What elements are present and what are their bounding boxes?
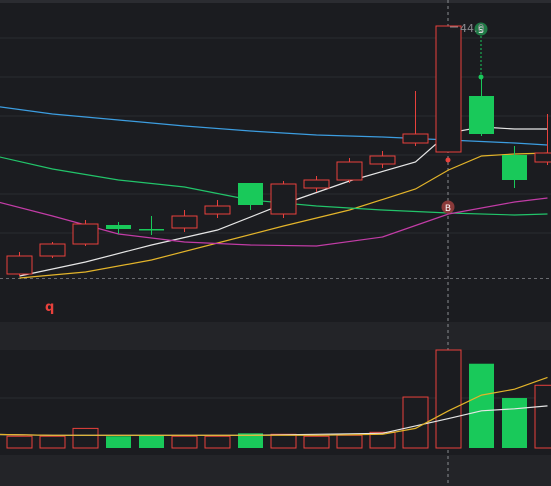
panel-divider-band [0,322,551,350]
volume-bar [106,436,131,448]
volume-bar [336,434,363,449]
candle-body [270,183,297,215]
volume-ma-line-yellow [0,376,548,436]
candle-body [171,215,198,229]
candle-body [336,161,363,181]
volume-bar [139,435,164,448]
candle-body [204,205,231,215]
candle-body [402,133,429,144]
volume-bar [435,349,462,449]
volume-bar [238,433,263,448]
buy-signal-badge [441,200,455,214]
candle-body [369,155,396,165]
volume-bar [303,435,330,449]
volume-bar [534,384,551,449]
peak-price-label: 44.0 [460,22,485,35]
volume-bar [72,427,99,449]
price-ma-line-blue [0,106,548,146]
buy-signal-dot [445,157,451,163]
candle-body [502,155,527,180]
volume-bar [270,433,297,449]
top-strip [0,0,551,3]
candle-body [106,225,131,229]
volume-bar [469,363,494,448]
candle-body [534,152,551,163]
panel-mark-label: q [45,300,54,315]
volume-panel [0,349,551,449]
volume-bar [171,435,198,449]
volume-bar [6,435,33,449]
sell-signal-dot [478,74,484,80]
candle-body [72,223,99,245]
candle-body [238,183,263,205]
candle-body [39,243,66,257]
overlay: S B 44.0 q [45,22,488,315]
volume-bar [39,435,66,449]
price-panel [0,25,551,279]
volume-bar [502,398,527,448]
candle-body [139,229,164,231]
volume-bar [369,431,396,449]
candle-body [435,25,462,153]
volume-bar [204,435,231,449]
bottom-band [0,455,551,486]
sell-signal-badge [474,22,488,36]
price-ma-line-yellow [19,152,548,279]
candle-body [6,255,33,275]
volume-bar [402,396,429,449]
candle-body [469,96,494,134]
candle-body [303,179,330,189]
buy-signal-letter: B [445,204,451,214]
sell-signal-letter: S [478,26,484,36]
